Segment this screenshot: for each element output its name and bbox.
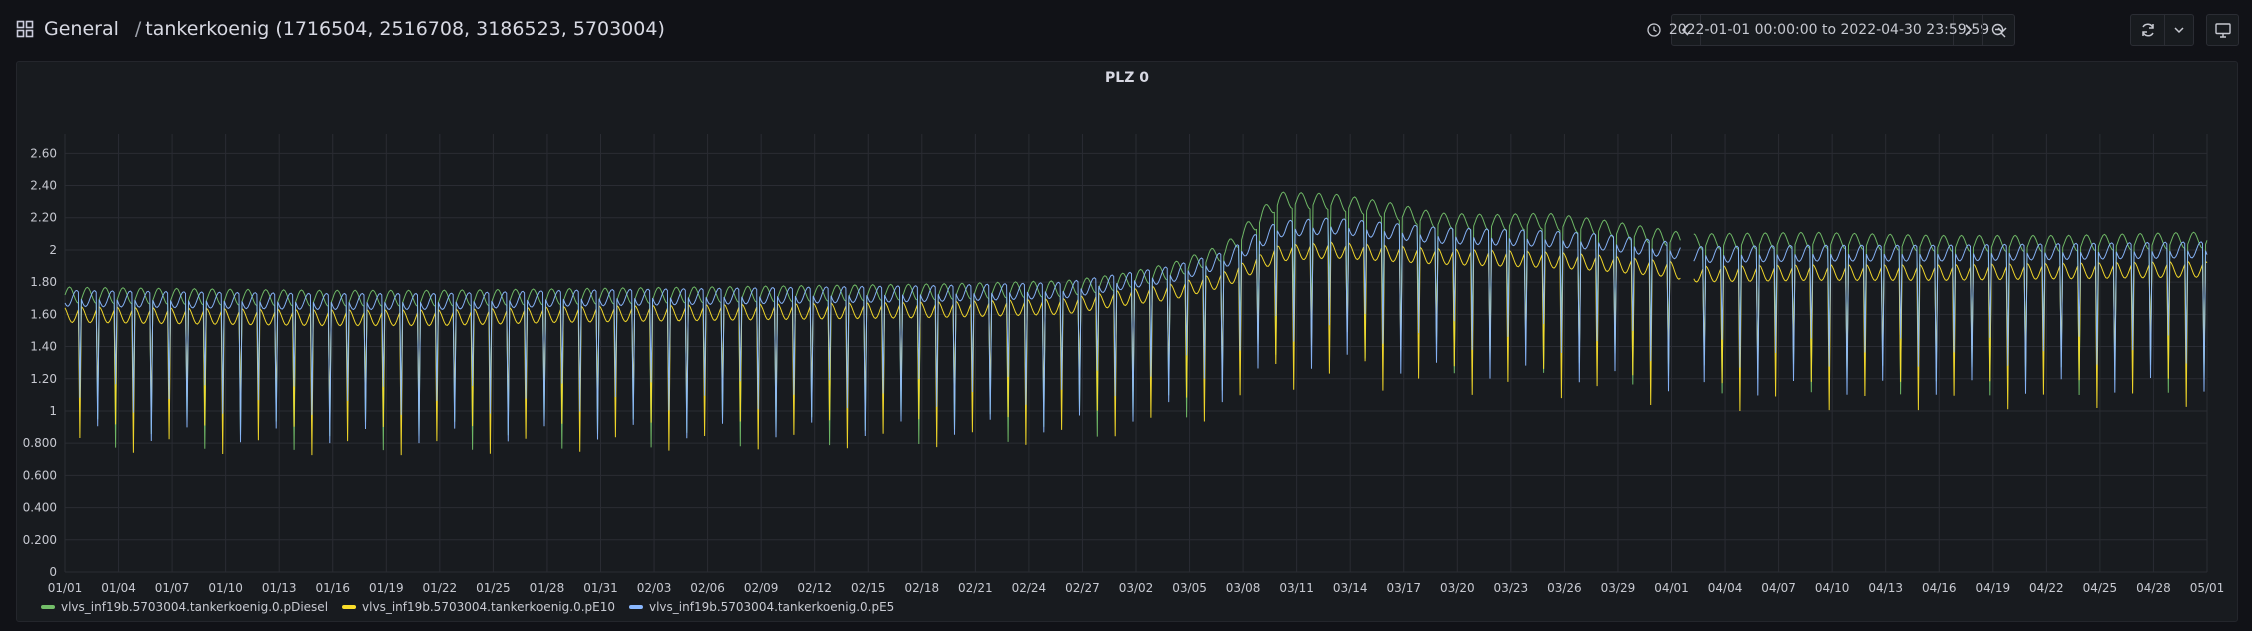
- apps-grid-icon[interactable]: [16, 20, 34, 38]
- tv-mode-group: [2206, 14, 2239, 46]
- y-axis: 0 0.200 0.400 0.600 0.800 1 1.20 1.40 1.60 1.80 2 2…: [23, 146, 57, 579]
- legend-item-pDiesel: vlvs_inf19b.5703004.tankerkoenig.0.pDies…: [61, 600, 328, 614]
- panel-title[interactable]: PLZ 0: [1105, 70, 1149, 86]
- x-tick-label: 04/01: [1654, 581, 1689, 595]
- refresh-group: [2130, 14, 2194, 46]
- x-tick-label: 03/14: [1333, 581, 1368, 595]
- chevron-right-icon: [1963, 24, 1973, 36]
- chart-panel: PLZ 0 0 0.200 0.400 0.600 0.800 1 1.20 1.40 1.60…: [16, 61, 2238, 622]
- y-tick-label: 2.20: [30, 211, 57, 225]
- y-tick-label: 2: [49, 243, 57, 257]
- x-tick-label: 04/28: [2136, 581, 2171, 595]
- series-lines: [64, 191, 2208, 456]
- x-tick-label: 03/23: [1494, 581, 1529, 595]
- x-tick-label: 03/02: [1119, 581, 1154, 595]
- time-shift-forward-button[interactable]: [1954, 15, 1983, 45]
- monitor-icon: [2214, 22, 2231, 38]
- zoom-out-icon: [1991, 23, 2006, 38]
- x-tick-label: 01/10: [208, 581, 243, 595]
- time-range-picker[interactable]: 2022-01-01 00:00:00 to 2022-04-30 23:59:…: [1647, 15, 2007, 45]
- x-tick-label: 03/08: [1226, 581, 1261, 595]
- x-tick-label: 01/28: [530, 581, 565, 595]
- x-tick-label: 01/16: [315, 581, 350, 595]
- chart-grid: [64, 134, 2208, 573]
- tv-mode-button[interactable]: [2207, 15, 2238, 45]
- x-tick-label: 05/01: [2190, 581, 2225, 595]
- timeseries-chart[interactable]: 0 0.200 0.400 0.600 0.800 1 1.20 1.40 1.60 1.80 2 2…: [17, 62, 2237, 621]
- y-tick-label: 1.20: [30, 372, 57, 386]
- x-tick-label: 03/05: [1172, 581, 1207, 595]
- refresh-interval-button[interactable]: [2165, 15, 2193, 45]
- x-tick-label: 03/17: [1386, 581, 1421, 595]
- y-tick-label: 0.800: [23, 436, 57, 450]
- legend-item-pE10: vlvs_inf19b.5703004.tankerkoenig.0.pE10: [362, 600, 615, 614]
- series-line-pE10: [64, 240, 2208, 456]
- x-tick-label: 02/03: [637, 581, 672, 595]
- chevron-left-icon: [1681, 24, 1691, 36]
- x-tick-label: 04/25: [2083, 581, 2118, 595]
- y-tick-label: 2.60: [30, 146, 57, 160]
- x-tick-label: 04/22: [2029, 581, 2064, 595]
- x-tick-label: 01/25: [476, 581, 511, 595]
- x-tick-label: 03/29: [1601, 581, 1636, 595]
- y-tick-label: 2.40: [30, 179, 57, 193]
- legend-swatch-pE10: [342, 605, 357, 609]
- x-tick-label: 02/21: [958, 581, 993, 595]
- x-tick-label: 04/07: [1761, 581, 1796, 595]
- y-tick-label: 1.40: [30, 340, 57, 354]
- breadcrumb: General / tankerkoenig (1716504, 2516708…: [16, 14, 665, 44]
- x-tick-label: 01/01: [48, 581, 83, 595]
- time-shift-back-button[interactable]: [1672, 15, 1701, 45]
- x-tick-label: 04/10: [1815, 581, 1850, 595]
- breadcrumb-separator: /: [134, 18, 142, 40]
- x-tick-label: 04/13: [1868, 581, 1903, 595]
- legend-item-pE5: vlvs_inf19b.5703004.tankerkoenig.0.pE5: [649, 600, 894, 614]
- x-tick-label: 01/19: [369, 581, 404, 595]
- x-tick-label: 03/26: [1547, 581, 1582, 595]
- x-tick-label: 04/16: [1922, 581, 1957, 595]
- y-tick-label: 0.400: [23, 501, 57, 515]
- chevron-down-icon: [2174, 26, 2184, 34]
- y-tick-label: 0.600: [23, 468, 57, 482]
- legend-swatch-pDiesel: [41, 605, 55, 609]
- series-line-pDiesel: [64, 191, 2208, 451]
- time-range-label: 2022-01-01 00:00:00 to 2022-04-30 23:59:…: [1668, 22, 1990, 38]
- series-line-pE5: [64, 217, 2208, 444]
- x-tick-label: 01/04: [101, 581, 136, 595]
- x-tick-label: 03/20: [1440, 581, 1475, 595]
- legend-swatch-pE5: [628, 605, 643, 609]
- x-tick-label: 02/24: [1012, 581, 1047, 595]
- refresh-icon: [2140, 22, 2156, 38]
- breadcrumb-folder[interactable]: General: [44, 18, 119, 40]
- dashboard-header: General / tankerkoenig (1716504, 2516708…: [0, 0, 2252, 58]
- y-tick-label: 0: [49, 565, 57, 579]
- chart-legend: vlvs_inf19b.5703004.tankerkoenig.0.pDies…: [41, 600, 894, 614]
- y-tick-label: 1.60: [30, 307, 57, 321]
- x-tick-label: 01/07: [155, 581, 190, 595]
- y-tick-label: 0.200: [23, 533, 57, 547]
- x-tick-label: 01/31: [583, 581, 618, 595]
- zoom-out-button[interactable]: [1983, 15, 2014, 45]
- time-picker-group: 2022-01-01 00:00:00 to 2022-04-30 23:59:…: [1647, 14, 2015, 46]
- x-tick-label: 01/22: [423, 581, 458, 595]
- x-tick-label: 03/11: [1279, 581, 1314, 595]
- dashboard-title[interactable]: tankerkoenig (1716504, 2516708, 3186523,…: [145, 18, 665, 40]
- x-tick-label: 02/06: [690, 581, 725, 595]
- refresh-button[interactable]: [2131, 15, 2165, 45]
- y-tick-label: 1: [49, 404, 57, 418]
- y-tick-label: 1.80: [30, 275, 57, 289]
- clock-icon: [1647, 23, 1661, 37]
- x-tick-label: 02/15: [851, 581, 886, 595]
- x-tick-label: 02/09: [744, 581, 779, 595]
- x-tick-label: 01/13: [262, 581, 297, 595]
- x-tick-label: 02/18: [905, 581, 940, 595]
- x-tick-label: 02/27: [1065, 581, 1100, 595]
- x-tick-label: 04/19: [1976, 581, 2011, 595]
- x-axis: 01/01 01/04 01/07 01/10 01/13 01/16 01/19 01/22…: [48, 581, 2225, 595]
- x-tick-label: 02/12: [797, 581, 832, 595]
- x-tick-label: 04/04: [1708, 581, 1743, 595]
